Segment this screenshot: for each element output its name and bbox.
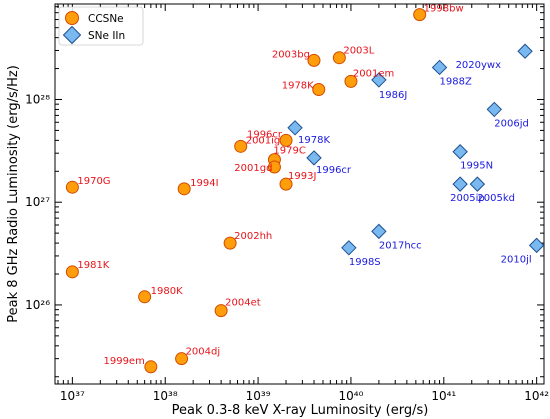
data-point-ccsne [267, 160, 281, 174]
ccsne-point-label: 1978K [282, 81, 314, 92]
snein-point-label: 1978K [298, 135, 330, 146]
legend-snein-label: SNe IIn [88, 30, 125, 42]
data-point-snein [371, 223, 387, 240]
ccsne-point-label: 1998bw [424, 4, 464, 15]
data-point-snein [452, 176, 468, 192]
ccsne-point-label: 2004et [225, 298, 261, 309]
snein-point-label: 2005ip [450, 193, 485, 204]
ccsne-point-label: 1994I [190, 178, 218, 189]
x-tick-label: 10³⁸ [153, 389, 178, 403]
data-point-ccsne [279, 133, 293, 147]
data-point-ccsne [177, 182, 191, 196]
y-tick-label: 10²⁸ [25, 92, 50, 106]
legend: CCSNe SNe IIn [58, 6, 144, 46]
ccsne-point-label: 1996cr [247, 129, 283, 140]
snein-point-label: 1996cr [316, 165, 352, 176]
data-point-ccsne [307, 53, 321, 67]
ccsne-point-label: 1993J [288, 171, 316, 182]
data-point-ccsne [144, 360, 158, 374]
y-axis-label: Peak 8 GHz Radio Luminosity (erg/s/Hz) [6, 65, 21, 323]
snein-point-label: 1998S [349, 257, 381, 268]
data-point-snein [431, 59, 448, 76]
ccsne-point-label: 2003L [343, 46, 374, 57]
y-tick-label: 10²⁷ [25, 195, 50, 209]
legend-ccsne-marker [65, 11, 79, 25]
ccsne-point-label: 1999em [103, 356, 144, 367]
plot-frame [54, 3, 545, 385]
data-point-snein [469, 176, 486, 192]
legend-snein-marker [62, 25, 82, 45]
data-points [65, 8, 545, 374]
data-point-ccsne [175, 352, 189, 366]
data-point-ccsne [65, 265, 79, 279]
snein-point-label: 2005kd [477, 193, 515, 204]
data-point-ccsne [214, 304, 228, 318]
ccsne-point-label: 2001em [353, 68, 394, 79]
data-point-snein [306, 150, 322, 166]
data-point-ccsne [413, 8, 427, 22]
ccsne-point-label: 1979C [273, 146, 305, 157]
ccsne-point-label: 2001gd [234, 163, 272, 174]
snein-point-label: 2020ywx [456, 60, 502, 71]
data-point-ccsne [223, 236, 237, 250]
snein-point-label: 2010jl [501, 254, 532, 265]
data-point-ccsne [279, 177, 293, 191]
data-point-snein [452, 144, 468, 160]
ccsne-point-label: 2004dj [186, 347, 221, 358]
ccsne-point-label: 1981K [77, 260, 109, 271]
ccsne-point-label: 2002hh [234, 231, 272, 242]
data-point-ccsne [138, 290, 152, 304]
snein-point-label: 2006jd [494, 118, 529, 129]
legend-ccsne-label: CCSNe [88, 13, 124, 25]
data-point-snein [341, 240, 357, 256]
data-point-snein [287, 120, 303, 136]
data-point-ccsne [332, 51, 346, 65]
ccsne-point-label: 1980K [151, 286, 183, 297]
ccsne-point-label: 2003bg [272, 49, 310, 60]
data-point-ccsne [234, 139, 248, 153]
x-tick-label: 10³⁷ [60, 389, 85, 403]
x-tick-label: 10⁴⁰ [338, 389, 363, 403]
data-point-snein [371, 72, 387, 88]
snein-point-label: 1986J [379, 90, 407, 101]
data-point-ccsne [344, 74, 358, 88]
ccsne-point-label: 2001ig [246, 135, 281, 146]
data-point-ccsne [312, 83, 326, 97]
snein-point-label: 1995N [460, 161, 493, 172]
data-point-snein [486, 101, 503, 118]
y-tick-labels: 10²⁶ 10²⁷ 10²⁸ [25, 92, 50, 311]
x-tick-label: 10³⁹ [246, 389, 271, 403]
data-point-ccsne [65, 180, 79, 194]
x-tick-label: 10⁴¹ [431, 389, 456, 403]
x-tick-labels: 10³⁷ 10³⁸ 10³⁹ 10⁴⁰ 10⁴¹ 10⁴² [60, 389, 549, 403]
point-labels: 1993J1979C2001gd1996cr2001ig1994I1970G19… [77, 4, 531, 367]
ccsne-point-label: 1970G [77, 176, 110, 187]
y-tick-label: 10²⁶ [25, 298, 50, 312]
x-tick-label: 10⁴² [524, 389, 549, 403]
snein-point-label: 1988Z [440, 76, 472, 87]
x-axis-label: Peak 0.3-8 keV X-ray Luminosity (erg/s) [172, 403, 429, 418]
data-point-snein [528, 237, 545, 254]
data-point-snein [517, 43, 533, 59]
snein-point-label: 2017hcc [379, 240, 422, 251]
